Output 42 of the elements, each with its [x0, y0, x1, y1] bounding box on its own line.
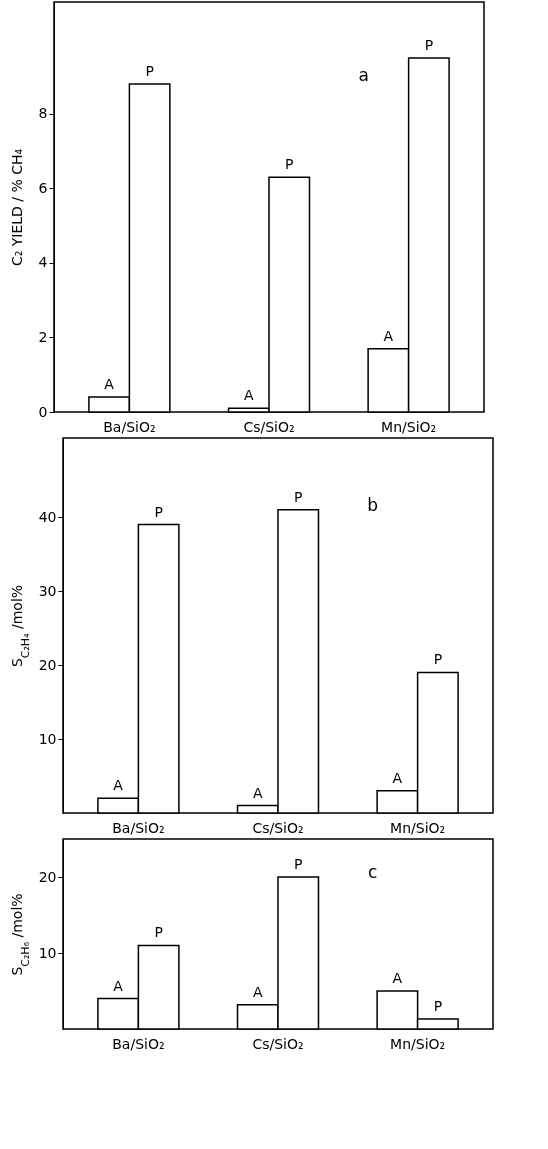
series-label: A — [113, 977, 124, 994]
x-tick-label: Mn/SiO₂ — [390, 819, 446, 836]
annotation: c — [367, 862, 378, 883]
text: A — [252, 784, 263, 801]
x-tick-label: Ba/SiO₂ — [103, 418, 156, 435]
y-tick-label: 10 — [38, 944, 57, 961]
text: A — [392, 769, 403, 786]
y-tick-label: 6 — [38, 179, 48, 196]
x-tick-label: Ba/SiO₂ — [112, 819, 165, 836]
text: P — [433, 998, 443, 1015]
series-label: A — [104, 376, 115, 393]
y-tick-label: 10 — [38, 730, 57, 747]
x-tick-label: Cs/SiO₂ — [243, 418, 295, 435]
text: P — [294, 856, 303, 872]
annotation: a — [358, 64, 369, 85]
y-tick-label: 20 — [38, 868, 57, 885]
x-tick-label: Mn/SiO₂ — [381, 418, 437, 435]
text: P — [433, 651, 443, 668]
text: A — [243, 387, 254, 404]
x-tick-label: Mn/SiO₂ — [390, 1035, 446, 1052]
x-tick-label: Ba/SiO₂ — [112, 1035, 165, 1052]
text: P — [285, 156, 294, 173]
series-label: A — [113, 777, 124, 794]
annotation: b — [367, 494, 378, 515]
series-label: P — [145, 63, 154, 79]
text: A — [252, 983, 263, 1000]
y-tick-label: 20 — [38, 656, 57, 673]
text: P — [294, 488, 303, 505]
text: A — [392, 970, 403, 986]
x-tick-label: Cs/SiO₂ — [252, 819, 304, 836]
y-tick-label: 8 — [38, 105, 48, 122]
y-axis-title: C₂ YIELD / % CH₄ — [8, 148, 25, 267]
y-tick-label: 4 — [38, 254, 48, 271]
x-tick-label: Cs/SiO₂ — [252, 1035, 304, 1052]
text: P — [424, 36, 434, 53]
y-tick-label: 2 — [38, 328, 48, 345]
y-tick-label: 40 — [38, 508, 57, 525]
series-label: P — [154, 924, 163, 941]
text: A — [383, 327, 394, 344]
y-tick-label: 0 — [38, 403, 48, 420]
y-tick-label: 30 — [38, 582, 57, 599]
series-label: P — [154, 503, 163, 520]
